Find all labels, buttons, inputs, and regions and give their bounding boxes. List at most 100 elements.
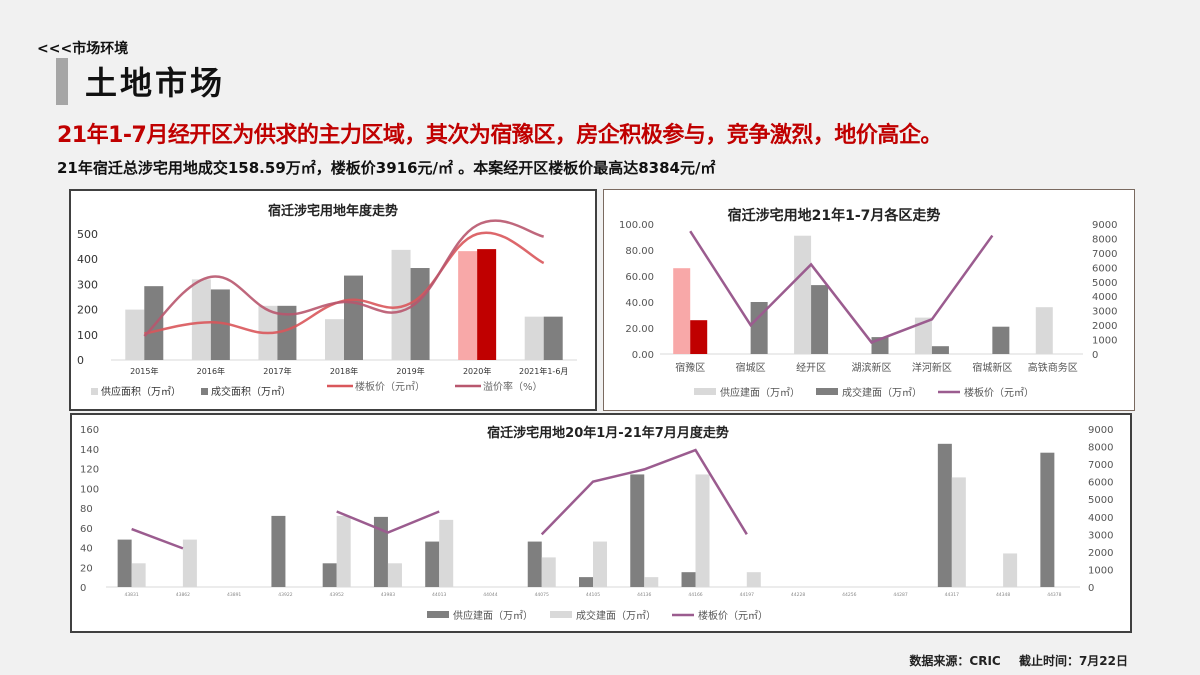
svg-text:成交建面（万㎡）: 成交建面（万㎡） <box>576 609 656 622</box>
svg-text:湖滨新区: 湖滨新区 <box>852 361 892 374</box>
svg-text:2020年: 2020年 <box>463 366 491 376</box>
svg-text:2019年: 2019年 <box>396 366 424 376</box>
svg-text:40.00: 40.00 <box>625 298 654 309</box>
svg-text:2000: 2000 <box>1092 321 1117 332</box>
svg-text:80.00: 80.00 <box>625 246 654 257</box>
monthly-trend-chart: 宿迁涉宅用地20年1月-21年7月月度走势 0 20 40 60 80 100 120 140 1… <box>80 425 1113 622</box>
svg-text:4000: 4000 <box>1092 292 1117 303</box>
svg-text:140: 140 <box>80 445 99 456</box>
svg-text:43831: 43831 <box>124 592 138 598</box>
svg-text:3000: 3000 <box>1092 307 1117 318</box>
svg-text:楼板价（元㎡）: 楼板价（元㎡） <box>964 386 1034 399</box>
svg-text:400: 400 <box>77 253 98 266</box>
page-title: 土地市场 <box>85 64 226 102</box>
svg-text:9000: 9000 <box>1088 425 1113 436</box>
svg-text:80: 80 <box>80 504 93 515</box>
title-accent-bar <box>56 58 68 105</box>
svg-text:44105: 44105 <box>586 592 600 598</box>
svg-text:100: 100 <box>80 484 99 495</box>
district-trend-chart-panel: 宿迁涉宅用地21年1-7月各区走势 0.00 20.00 40.00 60.00 80.0… <box>603 189 1135 411</box>
svg-text:3000: 3000 <box>1088 530 1113 541</box>
chart-title: 宿迁涉宅用地21年1-7月各区走势 <box>728 207 941 224</box>
svg-text:44136: 44136 <box>637 592 651 598</box>
cutoff-date: 截止时间：7月22日 <box>1018 654 1128 668</box>
svg-text:44013: 44013 <box>432 592 446 598</box>
svg-text:8000: 8000 <box>1088 443 1113 454</box>
svg-text:44075: 44075 <box>535 592 549 598</box>
svg-text:44256: 44256 <box>842 592 856 598</box>
svg-text:经开区: 经开区 <box>796 361 826 374</box>
svg-text:300: 300 <box>77 278 98 291</box>
svg-text:60.00: 60.00 <box>625 272 654 283</box>
annual-trend-chart: 宿迁涉宅用地年度走势 0 100 200 300 400 500 2015年 2016年 2017… <box>77 203 577 398</box>
svg-text:0.00: 0.00 <box>632 350 654 361</box>
svg-text:44317: 44317 <box>945 592 959 598</box>
svg-text:44348: 44348 <box>996 592 1010 598</box>
svg-text:9000: 9000 <box>1092 220 1117 231</box>
svg-text:供应建面（万㎡）: 供应建面（万㎡） <box>453 609 533 622</box>
svg-text:1000: 1000 <box>1092 336 1117 347</box>
svg-text:44044: 44044 <box>483 592 497 598</box>
svg-text:160: 160 <box>80 425 99 436</box>
svg-text:43952: 43952 <box>330 592 344 598</box>
svg-text:0: 0 <box>80 583 86 594</box>
district-trend-chart: 宿迁涉宅用地21年1-7月各区走势 0.00 20.00 40.00 60.00 80.0… <box>619 207 1117 399</box>
svg-text:44378: 44378 <box>1047 592 1061 598</box>
svg-text:20.00: 20.00 <box>625 324 654 335</box>
summary-line: 21年宿迁总涉宅用地成交158.59万㎡，楼板价3916元/㎡ 。本案经开区楼板… <box>57 159 716 177</box>
svg-text:44166: 44166 <box>688 592 702 598</box>
svg-text:43922: 43922 <box>278 592 292 598</box>
svg-text:0: 0 <box>1088 583 1094 594</box>
svg-text:溢价率（%）: 溢价率（%） <box>483 380 543 393</box>
svg-text:20: 20 <box>80 563 93 574</box>
svg-text:2017年: 2017年 <box>263 366 291 376</box>
svg-text:供应面积（万㎡）: 供应面积（万㎡） <box>101 385 181 398</box>
svg-text:7000: 7000 <box>1088 460 1113 471</box>
svg-text:6000: 6000 <box>1088 478 1113 489</box>
data-source: 数据来源：CRIC <box>909 654 1001 668</box>
svg-text:43862: 43862 <box>176 592 190 598</box>
svg-text:2021年1-6月: 2021年1-6月 <box>519 366 568 376</box>
headline: 21年1-7月经开区为供求的主力区域，其次为宿豫区，房企积极参与，竞争激烈，地价… <box>57 123 942 148</box>
svg-text:供应建面（万㎡）: 供应建面（万㎡） <box>720 386 800 399</box>
svg-text:8000: 8000 <box>1092 234 1117 245</box>
chart-title: 宿迁涉宅用地20年1月-21年7月月度走势 <box>487 425 729 441</box>
svg-text:宿城新区: 宿城新区 <box>972 361 1012 374</box>
svg-text:44228: 44228 <box>791 592 805 598</box>
svg-text:200: 200 <box>77 304 98 317</box>
chart-title: 宿迁涉宅用地年度走势 <box>268 203 398 219</box>
svg-text:0: 0 <box>1092 350 1098 361</box>
svg-text:2000: 2000 <box>1088 548 1113 559</box>
svg-text:楼板价（元㎡）: 楼板价（元㎡） <box>698 609 768 622</box>
svg-text:1000: 1000 <box>1088 565 1113 576</box>
svg-text:500: 500 <box>77 228 98 241</box>
monthly-trend-chart-panel: 宿迁涉宅用地20年1月-21年7月月度走势 0 20 40 60 80 100 120 140 1… <box>70 413 1132 633</box>
svg-text:高铁商务区: 高铁商务区 <box>1028 361 1078 374</box>
svg-text:44287: 44287 <box>893 592 907 598</box>
svg-text:120: 120 <box>80 465 99 476</box>
svg-text:楼板价（元㎡）: 楼板价（元㎡） <box>355 380 425 393</box>
svg-text:2015年: 2015年 <box>130 366 158 376</box>
svg-text:宿豫区: 宿豫区 <box>675 361 705 374</box>
svg-text:6000: 6000 <box>1092 263 1117 274</box>
svg-text:43983: 43983 <box>381 592 395 598</box>
svg-text:成交面积（万㎡）: 成交面积（万㎡） <box>211 385 291 398</box>
svg-text:0: 0 <box>77 354 84 367</box>
breadcrumb[interactable]: <<<市场环境 <box>37 41 129 57</box>
svg-text:44197: 44197 <box>740 592 754 598</box>
svg-text:7000: 7000 <box>1092 249 1117 260</box>
svg-text:40: 40 <box>80 544 93 555</box>
svg-text:5000: 5000 <box>1092 278 1117 289</box>
svg-text:60: 60 <box>80 524 93 535</box>
svg-text:宿城区: 宿城区 <box>736 361 766 374</box>
footer: 数据来源：CRIC 截止时间：7月22日 <box>895 652 1128 669</box>
svg-text:洋河新区: 洋河新区 <box>912 361 952 374</box>
svg-text:100: 100 <box>77 329 98 342</box>
svg-text:2018年: 2018年 <box>330 366 358 376</box>
svg-text:5000: 5000 <box>1088 495 1113 506</box>
svg-text:2016年: 2016年 <box>197 366 225 376</box>
svg-text:成交建面（万㎡）: 成交建面（万㎡） <box>842 386 922 399</box>
annual-trend-chart-panel: 宿迁涉宅用地年度走势 0 100 200 300 400 500 2015年 2016年 2017… <box>69 189 597 411</box>
svg-text:100.00: 100.00 <box>619 220 654 231</box>
svg-text:4000: 4000 <box>1088 513 1113 524</box>
